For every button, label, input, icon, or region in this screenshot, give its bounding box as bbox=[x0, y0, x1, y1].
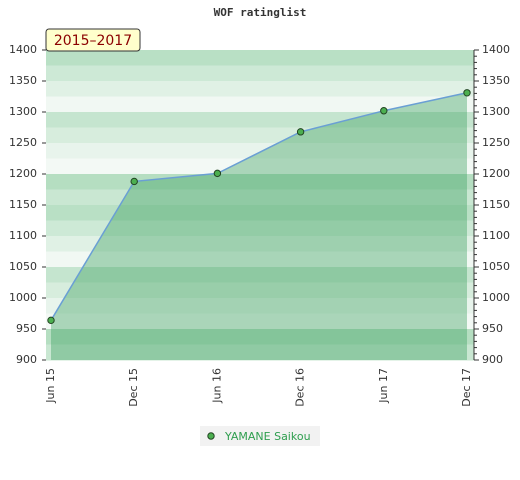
y-tick-label: 1300 bbox=[9, 105, 37, 118]
band bbox=[46, 236, 474, 252]
y-tick-label: 950 bbox=[16, 322, 37, 335]
x-tick-label: Jun 16 bbox=[210, 368, 223, 404]
y-tick-label: 1400 bbox=[9, 43, 37, 56]
area bbox=[51, 92, 467, 360]
legend bbox=[200, 426, 320, 446]
marker bbox=[463, 89, 471, 97]
y2-tick-label: 1050 bbox=[482, 260, 510, 273]
band bbox=[46, 189, 474, 206]
legend-marker bbox=[207, 432, 215, 440]
band bbox=[46, 205, 474, 221]
annotation-box bbox=[45, 28, 141, 52]
x-tick-label: Dec 17 bbox=[460, 368, 473, 407]
marker bbox=[296, 128, 305, 136]
marker bbox=[380, 107, 388, 115]
band bbox=[46, 158, 474, 175]
y-tick-label: 1150 bbox=[9, 198, 37, 211]
y2-tick-label: 1150 bbox=[482, 198, 510, 211]
band bbox=[46, 267, 474, 283]
legend-label: YAMANE Saikou bbox=[224, 430, 311, 443]
band bbox=[46, 96, 474, 113]
band bbox=[46, 65, 474, 82]
y-tick-label: 1000 bbox=[9, 291, 37, 304]
band bbox=[46, 127, 474, 144]
y-tick-label: 1050 bbox=[9, 260, 37, 273]
y-tick-label: 1200 bbox=[9, 167, 37, 180]
marker bbox=[130, 177, 138, 186]
band bbox=[46, 298, 474, 314]
y-tick-label: 1250 bbox=[9, 136, 37, 149]
x-tick-label: Dec 16 bbox=[294, 368, 307, 407]
band bbox=[46, 143, 474, 159]
y-tick-label: 900 bbox=[16, 353, 37, 366]
plot-background bbox=[46, 50, 474, 361]
band bbox=[46, 220, 474, 237]
band bbox=[46, 112, 474, 128]
band bbox=[46, 313, 474, 330]
y2-tick-label: 1100 bbox=[482, 229, 510, 242]
y2-tick-label: 900 bbox=[482, 353, 503, 366]
marker bbox=[213, 169, 222, 178]
y-tick-label: 1350 bbox=[9, 74, 37, 87]
y2-tick-label: 950 bbox=[482, 322, 503, 335]
annotation: 2015–2017 bbox=[54, 33, 132, 49]
y-tick-label: 1100 bbox=[9, 229, 37, 242]
marker bbox=[47, 316, 55, 325]
line bbox=[50, 92, 468, 321]
x-tick-label: Jun 17 bbox=[377, 368, 390, 404]
y2-tick-label: 1250 bbox=[482, 136, 510, 149]
band bbox=[46, 282, 474, 299]
y2-tick-label: 1400 bbox=[482, 43, 510, 56]
y2-tick-label: 1350 bbox=[482, 74, 510, 87]
band bbox=[46, 50, 474, 66]
band bbox=[46, 329, 474, 345]
band bbox=[46, 174, 474, 190]
y2-tick-label: 1000 bbox=[482, 291, 510, 304]
y2-tick-label: 1200 bbox=[482, 167, 510, 180]
y2-tick-label: 1300 bbox=[482, 105, 510, 118]
band bbox=[46, 81, 474, 97]
band bbox=[46, 251, 474, 268]
band bbox=[46, 344, 474, 361]
x-tick-label: Jun 15 bbox=[44, 368, 57, 404]
x-tick-label: Dec 15 bbox=[127, 368, 140, 407]
chart-title: WOF ratinglist bbox=[214, 6, 307, 19]
